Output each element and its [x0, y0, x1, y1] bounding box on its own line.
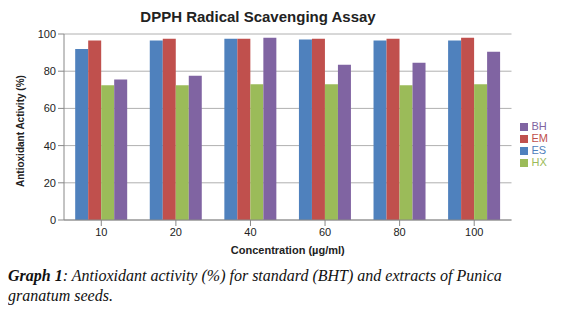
svg-text:60: 60	[44, 102, 56, 114]
svg-text:100: 100	[38, 28, 56, 40]
svg-text:20: 20	[170, 226, 182, 238]
svg-text:20: 20	[44, 177, 56, 189]
html-text:BH: BH	[531, 120, 547, 132]
svg-text:Concentration (µg/ml): Concentration (µg/ml)	[231, 244, 345, 256]
html-text:DPPH Radical Scavenging Assay: DPPH Radical Scavenging Assay	[140, 8, 376, 25]
svg-text:0: 0	[50, 214, 56, 226]
svg-text:40: 40	[244, 226, 256, 238]
svg-text:10: 10	[95, 226, 107, 238]
svg-text:60: 60	[319, 226, 331, 238]
svg-text:Antioxidant Activity (%): Antioxidant Activity (%)	[15, 75, 26, 187]
html-text:Graph 1: Antioxidant activity: Graph 1: Antioxidant activity (%) for st…	[8, 267, 502, 304]
html-text:EM: EM	[531, 132, 548, 144]
svg-text:80: 80	[44, 65, 56, 77]
html-text:HX: HX	[531, 156, 547, 168]
svg-text:100: 100	[465, 226, 483, 238]
svg-text:40: 40	[44, 140, 56, 152]
html-text:ES: ES	[531, 144, 547, 156]
svg-text:80: 80	[394, 226, 406, 238]
